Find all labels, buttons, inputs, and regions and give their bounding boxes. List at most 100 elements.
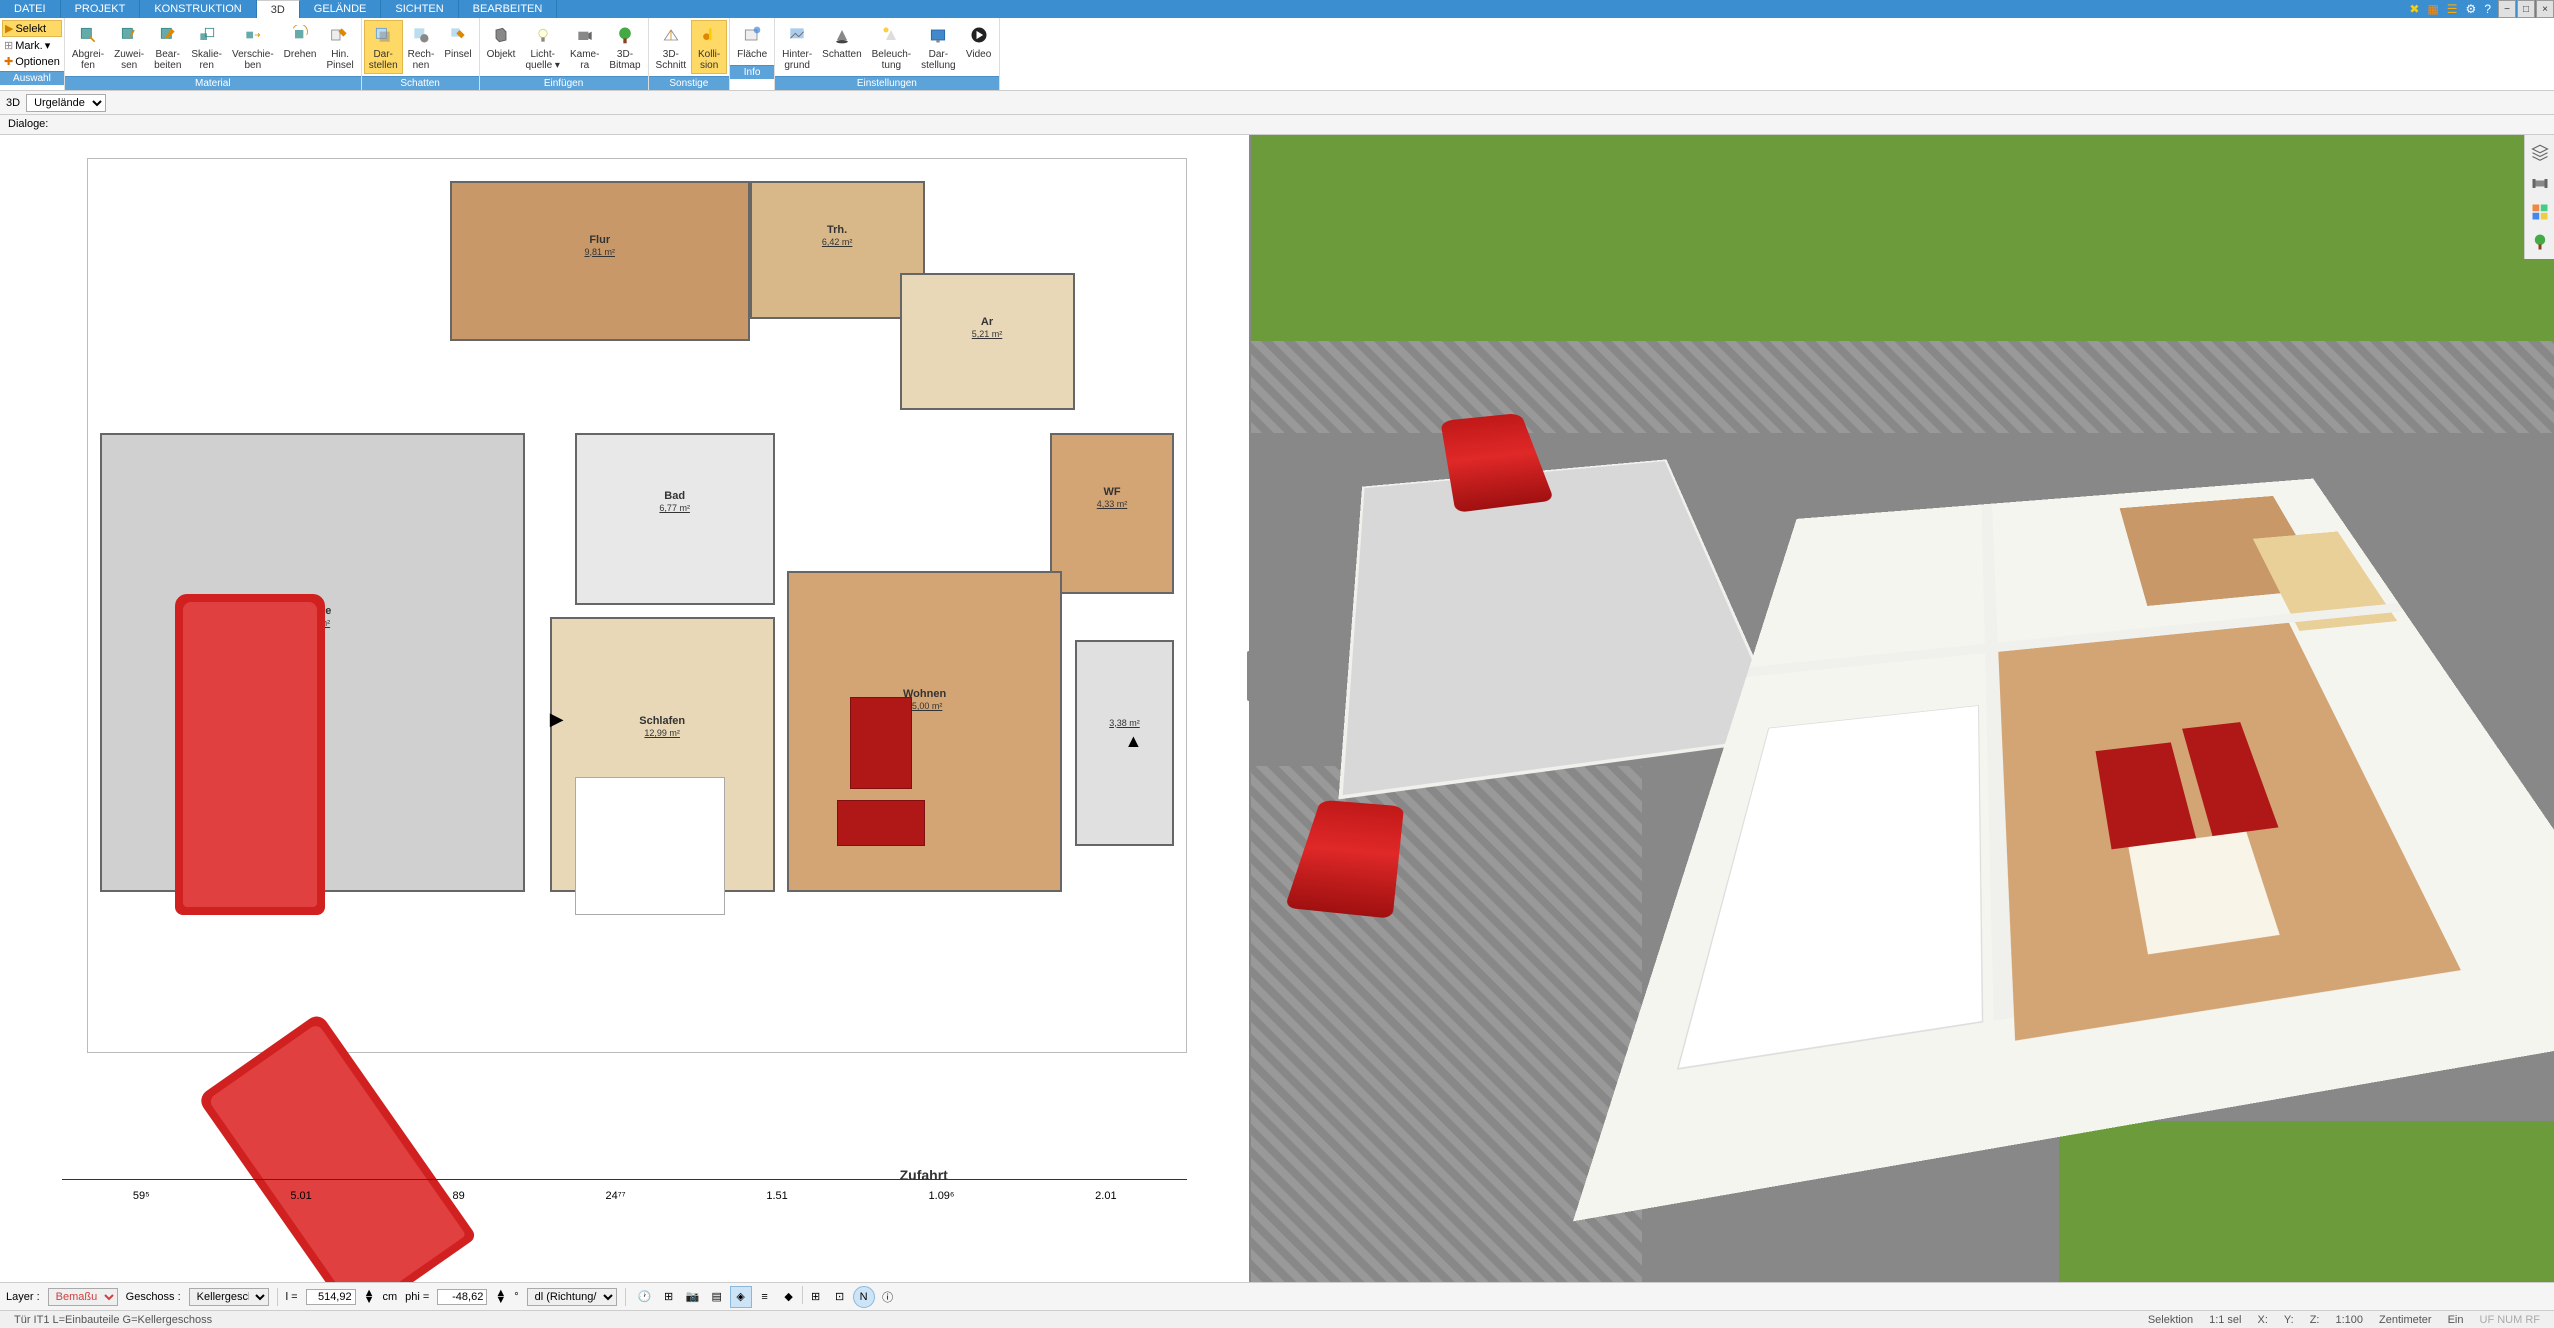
garage-3d	[1338, 459, 1790, 799]
darstellung-button[interactable]: Dar-stellung	[916, 20, 960, 74]
3dschnitt-button[interactable]: 3D-Schnitt	[651, 20, 692, 74]
room-wohnen[interactable]: Wohnen25,00 m²	[787, 571, 1062, 892]
ribbon-label-einstellungen: Einstellungen	[775, 76, 998, 90]
menu-projekt[interactable]: PROJEKT	[61, 0, 141, 18]
hintergrund-button[interactable]: Hinter-grund	[777, 20, 817, 74]
status-num: UF NUM RF	[2472, 1314, 2549, 1326]
terrain-select[interactable]: Urgelände	[26, 94, 106, 112]
kollision-button[interactable]: Kolli-sion	[691, 20, 727, 74]
dialoge-bar: Dialoge:	[0, 115, 2554, 135]
view1-icon[interactable]: ◈	[730, 1286, 752, 1308]
menu-sichten[interactable]: SICHTEN	[381, 0, 458, 18]
menu-3d[interactable]: 3D	[257, 0, 300, 18]
north-icon[interactable]: N	[853, 1286, 875, 1308]
kamera-button[interactable]: Kame-ra	[565, 20, 604, 74]
video-button[interactable]: Video	[961, 20, 997, 74]
close-button[interactable]: ×	[2536, 0, 2554, 18]
abgreifen-button[interactable]: Abgrei-fen	[67, 20, 109, 74]
ribbon-group-schatten: Dar-stellen Rech-nen Pinsel Schatten	[362, 18, 480, 90]
skalieren-button[interactable]: Skalie-ren	[186, 20, 227, 74]
l-label: l =	[286, 1291, 298, 1303]
status-unit: Zentimeter	[2371, 1314, 2440, 1326]
dimension-value: 89	[452, 1190, 464, 1202]
darstellen-button[interactable]: Dar-stellen	[364, 20, 403, 74]
pinsel-button[interactable]: Pinsel	[439, 20, 476, 74]
floorplan-canvas[interactable]: Trh.6,42 m² Flur9,81 m² Ar5,21 m² Bad6,77 m…	[0, 135, 1249, 1282]
camera-icon[interactable]: 📷	[682, 1286, 704, 1308]
dimension-line	[62, 1179, 1187, 1180]
menu-bar: DATEI PROJEKT KONSTRUKTION 3D GELÄNDE SI…	[0, 0, 2554, 18]
car-garage	[175, 594, 325, 915]
3d-view-pane[interactable]	[1251, 135, 2554, 1282]
maximize-button[interactable]: □	[2517, 0, 2535, 18]
ribbon-label-schatten: Schatten	[362, 76, 479, 90]
schatten-settings-button[interactable]: Schatten	[817, 20, 866, 74]
tool-icon[interactable]: ✖	[2407, 2, 2421, 16]
3d-canvas[interactable]	[1251, 135, 2554, 1282]
plants-icon[interactable]	[2529, 231, 2551, 253]
floorplan-pane[interactable]: Trh.6,42 m² Flur9,81 m² Ar5,21 m² Bad6,77 m…	[0, 135, 1251, 1282]
materials-icon[interactable]	[2529, 201, 2551, 223]
zuweisen-button[interactable]: Zuwei-sen	[109, 20, 149, 74]
room-wf[interactable]: WF4,33 m²	[1050, 433, 1175, 594]
layer-select[interactable]: Bemaßung	[48, 1288, 118, 1306]
toggle-icon[interactable]: ⊞	[658, 1286, 680, 1308]
layers3-icon[interactable]: ◆	[778, 1286, 800, 1308]
pane-splitter[interactable]	[1247, 651, 1255, 701]
phi-input[interactable]	[437, 1289, 487, 1305]
room-ar[interactable]: Ar5,21 m²	[900, 273, 1075, 411]
room-flur[interactable]: Flur9,81 m²	[450, 181, 750, 342]
info2-icon[interactable]: ⓘ	[877, 1286, 899, 1308]
grid-icon[interactable]: ⊞	[805, 1286, 827, 1308]
snap-icon[interactable]: ⊡	[829, 1286, 851, 1308]
ribbon-group-einstellungen: Hinter-grund Schatten Beleuch-tung Dar-s…	[775, 18, 999, 90]
tool-icon[interactable]: ▦	[2425, 2, 2440, 16]
ribbon-group-einfuegen: Objekt Licht-quelle ▾ Kame-ra 3D-Bitmap …	[480, 18, 649, 90]
l-unit: cm	[383, 1291, 398, 1303]
status-bar: Tür IT1 L=Einbauteile G=Kellergeschoss S…	[0, 1310, 2554, 1328]
geschoss-select[interactable]: Kellergesch	[189, 1288, 269, 1306]
beleuchtung-button[interactable]: Beleuch-tung	[867, 20, 916, 74]
optionen-button[interactable]: ✚Optionen	[2, 54, 62, 69]
stack-icon[interactable]: ▤	[706, 1286, 728, 1308]
menu-gelaende[interactable]: GELÄNDE	[300, 0, 382, 18]
main-area: Trh.6,42 m² Flur9,81 m² Ar5,21 m² Bad6,77 m…	[0, 135, 2554, 1282]
selekt-button[interactable]: ▶Selekt	[2, 20, 62, 37]
room-bad[interactable]: Bad6,77 m²	[575, 433, 775, 605]
menu-bearbeiten[interactable]: BEARBEITEN	[459, 0, 558, 18]
ribbon-label-sonstige: Sonstige	[649, 76, 730, 90]
bearbeiten-button[interactable]: Bear-beiten	[149, 20, 186, 74]
geschoss-label: Geschoss :	[126, 1291, 181, 1303]
hinpinsel-button[interactable]: Hin.Pinsel	[321, 20, 358, 74]
drehen-button[interactable]: Drehen	[279, 20, 322, 74]
verschieben-button[interactable]: Verschie-ben	[227, 20, 279, 74]
objekt-button[interactable]: Objekt	[482, 20, 521, 74]
clock-icon[interactable]: 🕐	[634, 1286, 656, 1308]
layers-icon[interactable]	[2529, 141, 2551, 163]
mark-button[interactable]: ⊞Mark.▾	[2, 38, 62, 53]
flaeche-button[interactable]: Fläche	[732, 20, 772, 63]
bottom-toolbar: Layer : Bemaßung Geschoss : Kellergesch …	[0, 1282, 2554, 1310]
section-marker: ▲	[1125, 731, 1143, 752]
sidebar-collapse-tab[interactable]	[2542, 617, 2554, 653]
tool-icon[interactable]: ☰	[2445, 2, 2460, 16]
3dbitmap-button[interactable]: 3D-Bitmap	[604, 20, 645, 74]
room-label: Flur9,81 m²	[584, 234, 615, 258]
window-controls: − □ ×	[2497, 0, 2554, 18]
menu-datei[interactable]: DATEI	[0, 0, 61, 18]
lichtquelle-button[interactable]: Licht-quelle ▾	[520, 20, 565, 74]
help-icon[interactable]: ?	[2482, 2, 2493, 16]
rechnen-button[interactable]: Rech-nen	[403, 20, 440, 74]
settings-icon[interactable]: ⚙	[2464, 2, 2479, 16]
menu-konstruktion[interactable]: KONSTRUKTION	[140, 0, 256, 18]
dl-select[interactable]: dl (Richtung/Di	[527, 1288, 617, 1306]
furniture-icon[interactable]	[2529, 171, 2551, 193]
sofa-2d	[850, 697, 912, 789]
phi-label: phi =	[405, 1291, 429, 1303]
l-input[interactable]	[306, 1289, 356, 1305]
room-label: Trh.6,42 m²	[822, 224, 853, 248]
right-sidebar	[2524, 135, 2554, 259]
minimize-button[interactable]: −	[2498, 0, 2516, 18]
room-trh.[interactable]: Trh.6,42 m²	[750, 181, 925, 319]
layers2-icon[interactable]: ≡	[754, 1286, 776, 1308]
